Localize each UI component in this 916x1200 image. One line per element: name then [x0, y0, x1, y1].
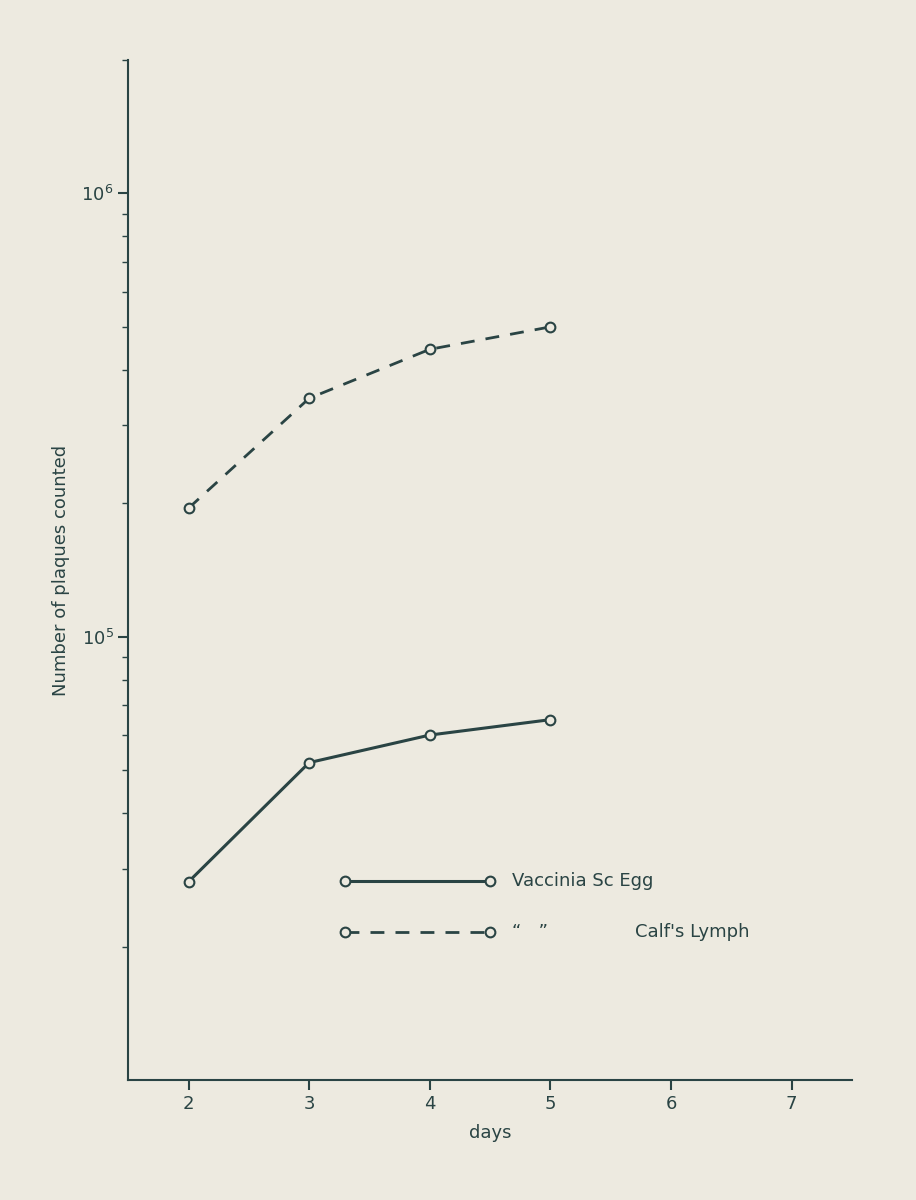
- Text: Vaccinia Sc Egg: Vaccinia Sc Egg: [512, 872, 653, 890]
- Text: “   ”: “ ”: [512, 923, 548, 941]
- X-axis label: days: days: [469, 1123, 511, 1141]
- Text: Calf's Lymph: Calf's Lymph: [635, 923, 749, 941]
- Y-axis label: Number of plaques counted: Number of plaques counted: [52, 444, 71, 696]
